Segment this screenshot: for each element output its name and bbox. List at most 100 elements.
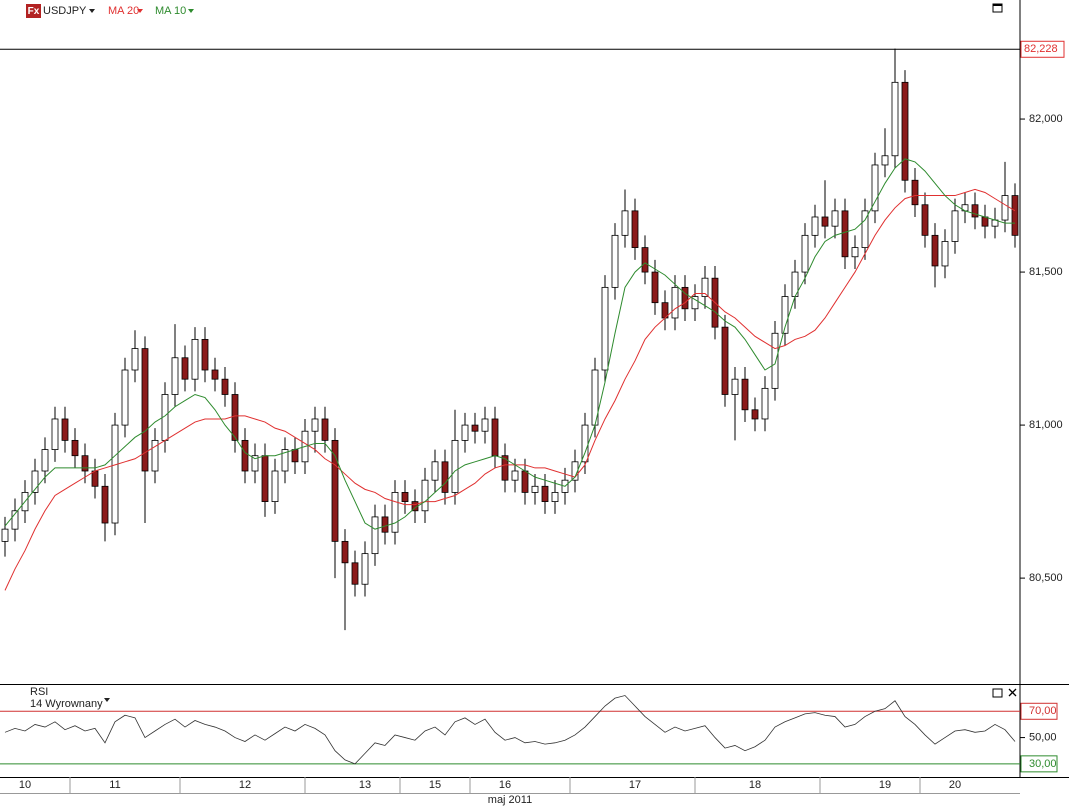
candle-body xyxy=(551,492,559,503)
legend-entry: MA 20 xyxy=(108,5,139,17)
candle-body xyxy=(491,418,499,457)
candle-body xyxy=(951,210,959,242)
x-axis-label: maj 2011 xyxy=(488,794,532,806)
candle-body xyxy=(851,247,859,258)
candle-body xyxy=(221,378,229,395)
x-tick-label: 17 xyxy=(629,779,641,791)
candle-body xyxy=(401,492,409,503)
candle-body xyxy=(921,204,929,236)
candle-body xyxy=(191,338,199,380)
moving-average-line xyxy=(4,158,1015,530)
candle-body xyxy=(131,348,139,371)
candle-body xyxy=(261,455,269,503)
candle-body xyxy=(981,216,989,227)
candle-body xyxy=(81,455,89,472)
candle-body xyxy=(41,449,49,472)
x-tick-label: 19 xyxy=(879,779,891,791)
x-tick-label: 20 xyxy=(949,779,961,791)
candle-body xyxy=(471,424,479,432)
candle-body xyxy=(801,234,809,273)
indicator-name: RSI xyxy=(30,686,48,698)
candle-body xyxy=(881,155,889,166)
symbol-icon[interactable] xyxy=(26,4,41,18)
dropdown-arrow[interactable] xyxy=(137,9,143,13)
candle-body xyxy=(351,562,359,585)
candle-body xyxy=(251,455,259,472)
candle-body xyxy=(1,528,9,542)
candle-body xyxy=(71,439,79,457)
x-tick-label: 16 xyxy=(499,779,511,791)
symbol-icon-text: Fx xyxy=(28,6,40,17)
candle-body xyxy=(461,424,469,441)
candle-body xyxy=(441,461,449,493)
candle-body xyxy=(911,179,919,206)
candle-body xyxy=(101,485,109,524)
y-tick-label: 30,00 xyxy=(1029,758,1057,770)
candle-body xyxy=(871,164,879,212)
candle-body xyxy=(811,216,819,236)
y-tick-label: 70,00 xyxy=(1029,705,1057,717)
x-tick-label: 15 xyxy=(429,779,441,791)
y-tick-label: 81,000 xyxy=(1029,419,1063,431)
rsi-line xyxy=(4,695,1016,765)
candle-body xyxy=(531,485,539,493)
candle-body xyxy=(631,210,639,248)
candle-body xyxy=(521,470,529,493)
reference-label-box xyxy=(1020,40,1065,58)
candle-body xyxy=(391,492,399,533)
candle-body xyxy=(761,387,769,420)
candle-body xyxy=(861,210,869,248)
candle-body xyxy=(291,449,299,463)
close-button[interactable] xyxy=(1008,688,1017,697)
x-tick-label: 13 xyxy=(359,779,371,791)
candle-body xyxy=(141,348,149,472)
symbol-name[interactable]: USDJPY xyxy=(43,5,87,17)
candle-body xyxy=(581,424,589,463)
candle-body xyxy=(611,234,619,288)
y-tick-label: 80,500 xyxy=(1029,572,1063,584)
dropdown-arrow[interactable] xyxy=(188,9,194,13)
x-tick-label: 18 xyxy=(749,779,761,791)
candle-body xyxy=(361,553,369,585)
candle-body xyxy=(741,378,749,411)
candle-body xyxy=(781,296,789,334)
candle-body xyxy=(91,470,99,487)
dropdown-arrow[interactable] xyxy=(104,698,110,702)
level-label-box xyxy=(1020,702,1058,720)
candle-body xyxy=(311,418,319,432)
candle-body xyxy=(681,286,689,310)
level-label-box xyxy=(1020,755,1058,773)
candle-body xyxy=(641,247,649,273)
candle-body xyxy=(841,210,849,258)
legend-entry: MA 10 xyxy=(155,5,186,17)
candle-body xyxy=(451,439,459,493)
candle-body xyxy=(151,439,159,472)
candle-body xyxy=(821,216,829,227)
candle-body xyxy=(371,516,379,555)
candle-body xyxy=(901,81,909,181)
candle-body xyxy=(281,449,289,472)
candle-body xyxy=(121,369,129,426)
candle-body xyxy=(891,81,899,157)
candle-body xyxy=(701,277,709,297)
candle-body xyxy=(11,510,19,530)
candle-body xyxy=(501,455,509,481)
reference-label: 82,228 xyxy=(1024,43,1058,55)
dropdown-arrow[interactable] xyxy=(89,9,95,13)
candle-body xyxy=(231,394,239,441)
candle-body xyxy=(201,338,209,371)
candle-body xyxy=(651,271,659,304)
candle-body xyxy=(61,418,69,441)
candle-body xyxy=(51,418,59,450)
y-tick-label: 81,500 xyxy=(1029,266,1063,278)
x-tick-label: 12 xyxy=(239,779,251,791)
candle-body xyxy=(721,326,729,395)
candle-body xyxy=(511,470,519,481)
candle-body xyxy=(931,234,939,267)
y-tick-label: 50,00 xyxy=(1029,731,1057,743)
candle-body xyxy=(541,485,549,502)
maximize-button[interactable] xyxy=(992,688,1003,698)
candle-body xyxy=(481,418,489,432)
